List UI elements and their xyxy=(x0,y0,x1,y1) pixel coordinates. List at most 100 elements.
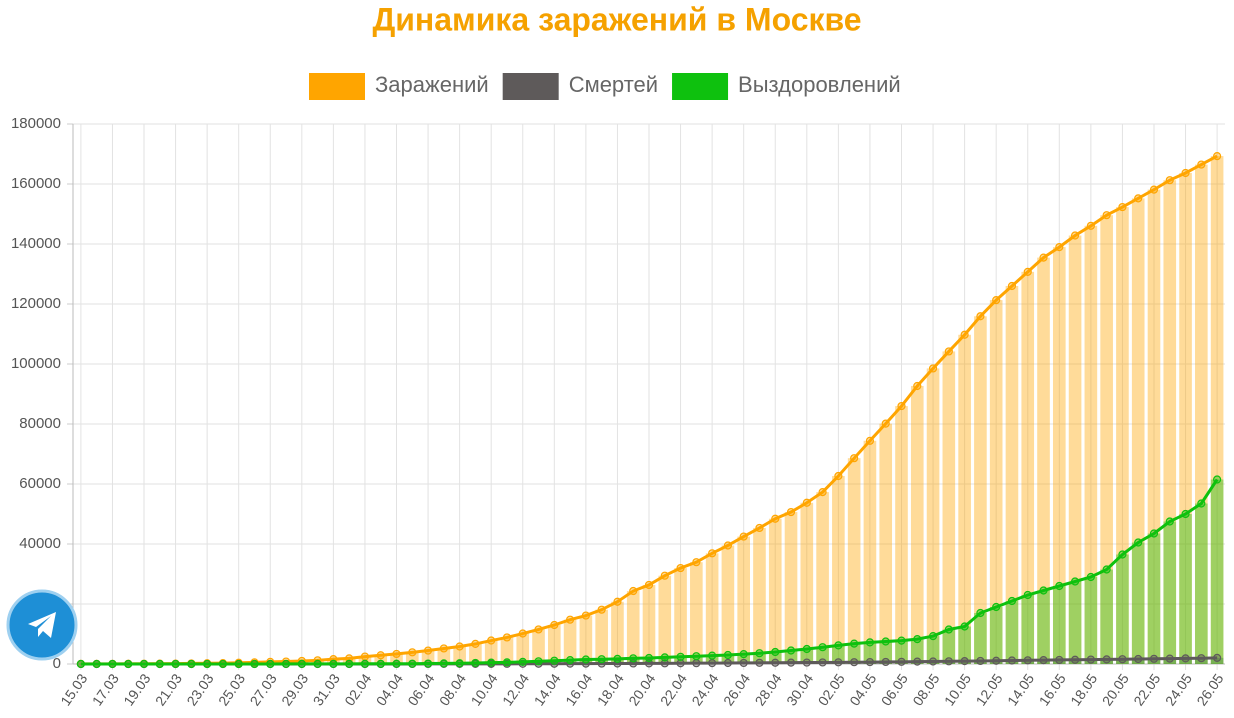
x-tick-label: 27.03 xyxy=(247,671,280,709)
bar xyxy=(706,553,719,664)
point xyxy=(803,659,810,666)
legend-label: Смертей xyxy=(569,72,658,97)
point xyxy=(993,297,1000,304)
point xyxy=(1182,169,1189,176)
bar xyxy=(927,368,940,664)
x-tick-label: 08.05 xyxy=(909,671,942,709)
bar xyxy=(1053,586,1066,664)
point xyxy=(582,612,589,619)
point xyxy=(961,658,968,665)
point xyxy=(756,524,763,531)
point xyxy=(882,638,889,645)
point xyxy=(188,660,195,667)
point xyxy=(1150,655,1157,662)
point xyxy=(1198,161,1205,168)
point xyxy=(819,644,826,651)
point xyxy=(614,655,621,662)
point xyxy=(882,420,889,427)
point xyxy=(724,652,731,659)
bar xyxy=(1132,543,1145,665)
x-tick-label: 12.05 xyxy=(972,671,1005,709)
point xyxy=(945,658,952,665)
point xyxy=(709,660,716,667)
point xyxy=(866,659,873,666)
point xyxy=(851,640,858,647)
y-tick-label: 160000 xyxy=(11,175,61,192)
point xyxy=(283,660,290,667)
point xyxy=(819,659,826,666)
point xyxy=(914,636,921,643)
point xyxy=(724,542,731,549)
point xyxy=(109,660,116,667)
point xyxy=(1182,511,1189,518)
point xyxy=(993,657,1000,664)
point xyxy=(930,365,937,372)
point xyxy=(598,656,605,663)
bar xyxy=(627,591,640,664)
point xyxy=(772,515,779,522)
legend-swatch xyxy=(672,73,728,100)
bar xyxy=(895,406,908,664)
point xyxy=(835,642,842,649)
point xyxy=(1056,656,1063,663)
point xyxy=(551,621,558,628)
point xyxy=(1214,153,1221,160)
point xyxy=(1103,656,1110,663)
point xyxy=(235,660,242,667)
point xyxy=(977,610,984,617)
y-tick-label: 60000 xyxy=(19,475,61,492)
point xyxy=(1072,656,1079,663)
point xyxy=(693,653,700,660)
point xyxy=(646,581,653,588)
point xyxy=(156,660,163,667)
x-tick-label: 22.04 xyxy=(657,671,690,709)
point xyxy=(503,634,510,641)
point xyxy=(393,650,400,657)
point xyxy=(866,639,873,646)
point xyxy=(1119,656,1126,663)
point xyxy=(488,659,495,666)
point xyxy=(661,654,668,661)
bar xyxy=(1085,577,1098,664)
point xyxy=(1150,530,1157,537)
point xyxy=(377,652,384,659)
point xyxy=(1087,222,1094,229)
point xyxy=(519,630,526,637)
x-tick-label: 14.05 xyxy=(1004,671,1037,709)
point xyxy=(709,652,716,659)
point xyxy=(819,489,826,496)
point xyxy=(519,658,526,665)
point xyxy=(1008,282,1015,289)
x-tick-label: 29.03 xyxy=(278,671,311,709)
point xyxy=(630,655,637,662)
point xyxy=(1072,232,1079,239)
point xyxy=(882,658,889,665)
bar xyxy=(848,458,861,664)
point xyxy=(677,653,684,660)
point xyxy=(1040,657,1047,664)
point xyxy=(1024,657,1031,664)
bar xyxy=(690,562,703,664)
bar xyxy=(864,441,877,664)
x-tick-label: 02.05 xyxy=(815,671,848,709)
point xyxy=(393,660,400,667)
point xyxy=(772,659,779,666)
x-tick-label: 31.03 xyxy=(310,671,343,709)
point xyxy=(1135,656,1142,663)
point xyxy=(740,651,747,658)
point xyxy=(503,659,510,666)
point xyxy=(1008,598,1015,605)
bar xyxy=(611,602,624,664)
point xyxy=(898,658,905,665)
point xyxy=(1198,500,1205,507)
point xyxy=(1040,254,1047,261)
x-tick-label: 16.04 xyxy=(562,671,595,709)
point xyxy=(630,588,637,595)
x-tick-label: 26.04 xyxy=(720,671,753,709)
bar xyxy=(1163,522,1176,665)
point xyxy=(914,658,921,665)
x-tick-label: 18.04 xyxy=(594,671,627,709)
telegram-button[interactable] xyxy=(8,591,76,659)
bar xyxy=(1179,514,1192,664)
